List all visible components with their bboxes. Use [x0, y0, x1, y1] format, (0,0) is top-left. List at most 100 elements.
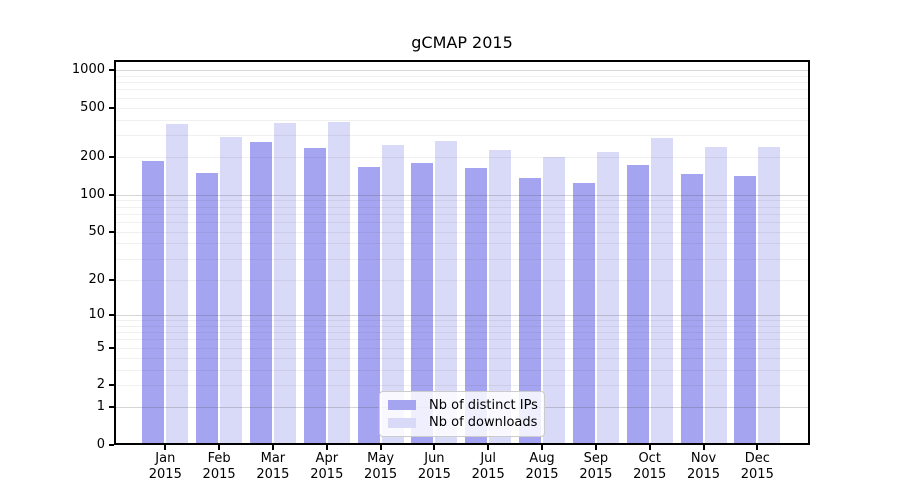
bar-ips-dec-2015 — [734, 176, 757, 445]
bar-ips-nov-2015 — [680, 174, 703, 445]
y-tick-label: 2 — [96, 377, 105, 393]
x-axis-tick — [756, 445, 759, 450]
gridline-minor — [114, 369, 810, 371]
gridline-minor — [114, 385, 810, 387]
bar-downloads-nov-2015 — [704, 146, 727, 445]
bar-ips-jan-2015 — [142, 161, 165, 445]
gridline-minor — [114, 82, 810, 84]
bar-downloads-aug-2015 — [543, 157, 565, 445]
y-tick-label: 100 — [80, 186, 105, 202]
y-tick-label: 1 — [96, 399, 105, 415]
gridline-minor — [114, 325, 810, 327]
chart-title: gCMAP 2015 — [411, 33, 513, 52]
bar-downloads-jan-2015 — [166, 123, 189, 445]
bar-ips-apr-2015 — [303, 148, 326, 445]
bar-ips-jun-2015 — [411, 163, 434, 445]
bar-downloads-sep-2015 — [596, 151, 619, 445]
gridline-minor — [114, 347, 810, 349]
x-tick-label: Jul 2015 — [471, 451, 505, 482]
bar-downloads-dec-2015 — [758, 146, 781, 445]
x-axis-tick — [218, 445, 221, 450]
bar-downloads-feb-2015 — [220, 137, 243, 445]
gridline-minor — [114, 89, 810, 91]
gridline-minor — [114, 206, 810, 208]
y-axis-tick — [109, 313, 114, 316]
gridline-minor — [114, 258, 810, 260]
bar-downloads-jun-2015 — [435, 140, 458, 445]
y-tick-label: 10 — [88, 306, 105, 322]
gridline-minor — [114, 339, 810, 341]
x-axis-tick — [648, 445, 651, 450]
bar-ips-sep-2015 — [572, 182, 595, 445]
x-tick-label: Jun 2015 — [417, 451, 451, 482]
x-axis-tick — [164, 445, 167, 450]
bar-ips-jul-2015 — [465, 167, 488, 445]
y-axis-tick — [109, 193, 114, 196]
y-tick-label: 5 — [96, 339, 105, 355]
legend-item-distinct-ips: Nb of distinct IPs — [388, 397, 538, 413]
x-tick-label: Jan 2015 — [148, 451, 182, 482]
y-tick-label: 1000 — [71, 62, 105, 77]
x-axis-tick — [433, 445, 436, 450]
y-tick-label: 50 — [88, 223, 105, 239]
x-tick-label: Oct 2015 — [633, 451, 667, 482]
x-tick-label: Dec 2015 — [740, 451, 774, 482]
x-tick-label: Nov 2015 — [686, 451, 721, 482]
legend-swatch-downloads — [388, 417, 416, 428]
x-axis-tick — [325, 445, 328, 450]
y-tick-label: 200 — [80, 149, 105, 165]
gridline-minor — [114, 97, 810, 99]
gridline-minor — [114, 320, 810, 321]
y-tick-label: 500 — [80, 99, 105, 115]
legend-swatch-distinct-ips — [388, 400, 416, 411]
y-axis-tick — [109, 230, 114, 233]
y-tick-label: 0 — [96, 437, 105, 452]
x-tick-label: Apr 2015 — [310, 451, 344, 482]
gridline-minor — [114, 332, 810, 334]
bar-downloads-oct-2015 — [650, 138, 673, 445]
gridline-minor — [114, 200, 810, 202]
gridline-major — [114, 314, 810, 316]
y-axis-tick — [109, 346, 114, 349]
gridline-minor — [114, 107, 810, 109]
gridline-minor — [114, 119, 810, 121]
x-axis-tick — [271, 445, 274, 450]
gridline-minor — [114, 157, 810, 159]
y-axis-tick — [109, 156, 114, 159]
x-tick-label: May 2015 — [364, 451, 398, 482]
legend-item-downloads: Nb of downloads — [388, 415, 538, 431]
y-axis-tick — [109, 406, 114, 409]
gridline-minor — [114, 135, 810, 137]
x-axis-tick — [541, 445, 543, 450]
bar-ips-aug-2015 — [519, 178, 541, 445]
x-tick-label: Aug 2015 — [525, 451, 559, 482]
bar-ips-oct-2015 — [626, 165, 649, 445]
x-axis-tick — [379, 445, 382, 450]
gridline-minor — [114, 213, 810, 215]
gridline-minor — [114, 231, 810, 233]
bar-downloads-may-2015 — [381, 145, 404, 445]
gridline-minor — [114, 357, 810, 359]
x-tick-label: Feb 2015 — [202, 451, 236, 482]
gridline-minor — [114, 243, 810, 245]
gridline-minor — [114, 279, 810, 281]
legend-label-distinct-ips: Nb of distinct IPs — [429, 397, 538, 413]
y-axis-tick — [109, 106, 114, 109]
x-tick-label: Sep 2015 — [579, 451, 613, 482]
y-axis-tick — [109, 444, 114, 446]
y-axis-tick — [109, 69, 114, 71]
y-axis-tick — [109, 384, 114, 387]
legend-label-downloads: Nb of downloads — [429, 415, 538, 431]
y-tick-label: 20 — [88, 271, 105, 287]
gridline-major — [114, 70, 810, 71]
plot-area — [114, 60, 810, 445]
x-tick-label: Mar 2015 — [256, 451, 290, 482]
bar-ips-feb-2015 — [196, 173, 219, 445]
legend: Nb of distinct IPs Nb of downloads — [379, 391, 545, 437]
bar-ips-may-2015 — [357, 166, 380, 445]
bar-downloads-apr-2015 — [327, 121, 350, 445]
bar-downloads-jul-2015 — [489, 150, 512, 445]
gridline-minor — [114, 75, 810, 77]
x-axis-tick — [702, 445, 705, 450]
